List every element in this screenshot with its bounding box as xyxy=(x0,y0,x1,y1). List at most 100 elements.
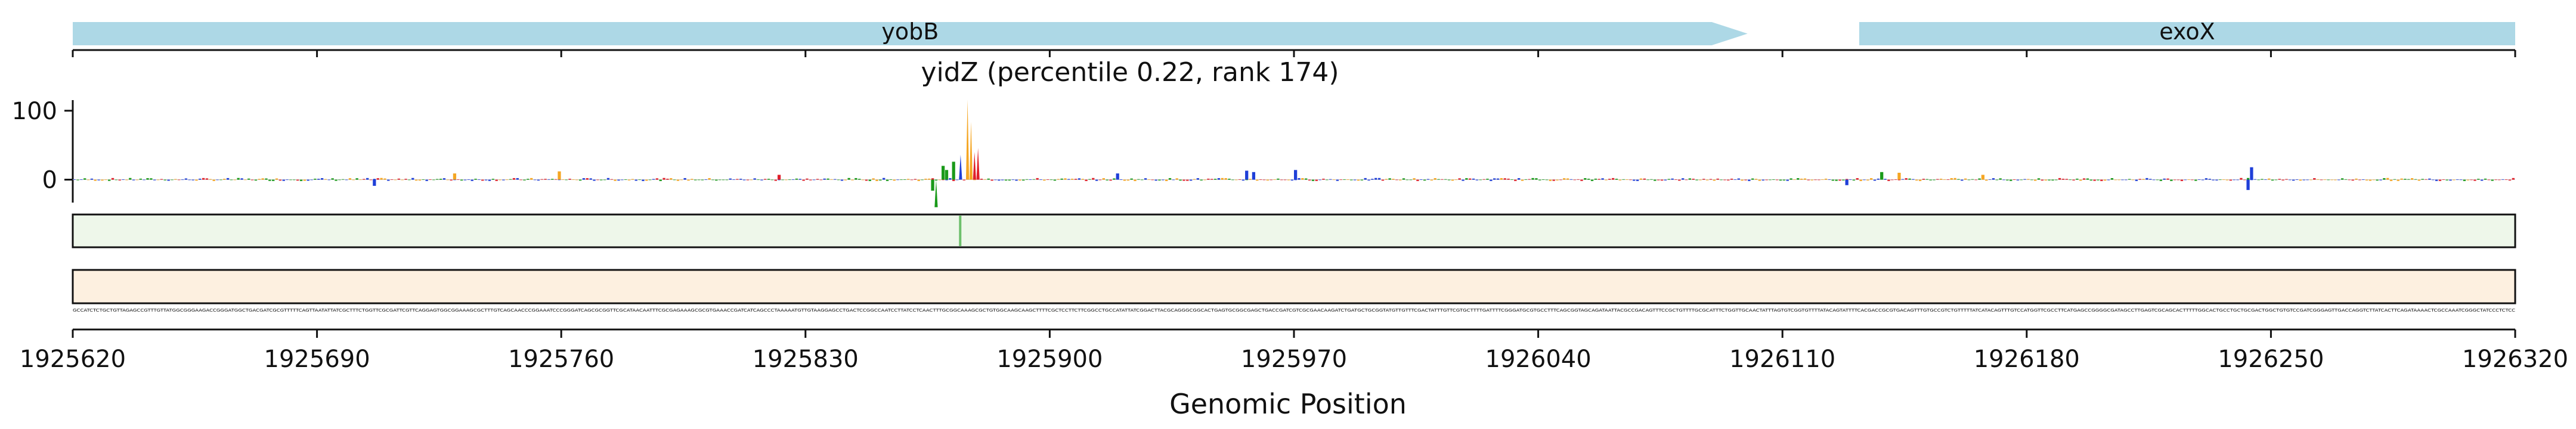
attribution-noise-bar xyxy=(2072,179,2075,181)
attribution-noise-bar xyxy=(795,178,798,180)
attribution-noise-bar xyxy=(324,179,327,180)
attribution-noise-bar xyxy=(1828,179,1831,180)
attribution-noise-bar xyxy=(1266,179,1270,181)
attribution-noise-bar xyxy=(1151,179,1154,181)
attribution-noise-bar xyxy=(1308,179,1311,181)
attribution-noise-bar xyxy=(1988,179,1992,180)
attribution-noise-bar xyxy=(1301,178,1304,180)
attribution-noise-bar xyxy=(694,179,697,181)
attribution-noise-bar xyxy=(1695,179,1698,181)
attribution-noise-bar xyxy=(2240,178,2243,180)
attribution-noise-bar xyxy=(983,179,987,180)
attribution-peak xyxy=(558,171,561,180)
attribution-noise-bar xyxy=(2491,179,2494,181)
attribution-noise-bar xyxy=(2037,178,2041,180)
attribution-noise-bar xyxy=(327,179,331,181)
attribution-noise-bar xyxy=(1374,178,1377,180)
attribution-noise-bar xyxy=(418,179,422,181)
attribution-noise-bar xyxy=(1196,178,1200,180)
attribution-noise-bar xyxy=(774,179,777,181)
attribution-noise-bar xyxy=(1877,178,1880,180)
attribution-noise-bar xyxy=(1179,179,1182,181)
attribution-noise-bar xyxy=(2016,179,2020,181)
attribution-noise-bar xyxy=(593,179,596,181)
attribution-noise-bar xyxy=(791,179,795,180)
attribution-noise-bar xyxy=(474,178,477,180)
attribution-noise-bar xyxy=(554,179,558,180)
attribution-noise-bar xyxy=(1053,179,1057,181)
attribution-noise-bar xyxy=(893,179,896,181)
attribution-noise-bar xyxy=(1322,178,1325,180)
attribution-noise-bar xyxy=(2504,179,2508,181)
attribution-noise-bar xyxy=(2100,179,2103,181)
attribution-noise-bar xyxy=(320,178,324,180)
attribution-noise-bar xyxy=(1162,179,1165,181)
attribution-noise-bar xyxy=(757,179,760,181)
attribution-noise-bar xyxy=(1769,179,1772,181)
attribution-noise-bar xyxy=(753,178,756,180)
attribution-noise-bar xyxy=(900,179,903,181)
attribution-noise-bar xyxy=(568,178,571,180)
attribution-noise-bar xyxy=(484,179,488,181)
attribution-noise-bar xyxy=(1705,179,1709,181)
attribution-noise-bar xyxy=(2048,179,2051,181)
attribution-noise-bar xyxy=(129,178,132,180)
attribution-noise-bar xyxy=(2425,179,2428,180)
attribution-noise-bar xyxy=(813,179,816,181)
attribution-noise-bar xyxy=(2302,179,2305,181)
attribution-noise-bar xyxy=(868,179,871,181)
attribution-noise-bar xyxy=(1517,178,1521,180)
attribution-noise-bar xyxy=(352,179,355,181)
attribution-noise-bar xyxy=(823,178,826,180)
attribution-noise-bar xyxy=(680,179,683,181)
attribution-noise-bar xyxy=(2480,179,2484,181)
attribution-noise-bar xyxy=(2163,178,2166,180)
attribution-noise-bar xyxy=(348,178,352,180)
attribution-noise-bar xyxy=(2383,178,2386,180)
attribution-noise-bar xyxy=(299,179,303,181)
attribution-noise-bar xyxy=(293,179,296,181)
attribution-noise-bar xyxy=(408,179,411,181)
signal-track-green xyxy=(72,213,2516,248)
attribution-noise-bar xyxy=(2459,179,2463,181)
attribution-noise-bar xyxy=(1608,179,1611,180)
attribution-noise-bar xyxy=(2274,179,2278,181)
attribution-noise-bar xyxy=(1043,179,1046,181)
attribution-noise-bar xyxy=(2389,179,2393,181)
attribution-noise-bar xyxy=(2061,178,2065,180)
gene-yobB[interactable] xyxy=(73,22,1748,45)
attribution-noise-bar xyxy=(394,179,397,181)
attribution-noise-bar xyxy=(1092,178,1095,180)
attribution-noise-bar xyxy=(1552,179,1555,181)
attribution-noise-bar xyxy=(1800,178,1803,180)
attribution-noise-bar xyxy=(883,178,886,180)
attribution-noise-bar xyxy=(572,179,575,180)
attribution-noise-bar xyxy=(638,179,641,181)
attribution-noise-bar xyxy=(244,179,247,181)
attribution-noise-bar xyxy=(523,179,526,181)
x-tick-label: 1925620 xyxy=(20,346,126,373)
attribution-y-ticks: 0 100 xyxy=(12,98,73,194)
attribution-noise-bar xyxy=(422,179,425,180)
attribution-noise-bar xyxy=(701,179,704,181)
attribution-noise-bar xyxy=(401,179,404,181)
attribution-noise-bar xyxy=(1126,179,1129,181)
attribution-noise-bar xyxy=(2170,179,2173,181)
attribution-noise-bar xyxy=(1569,179,1573,180)
attribution-noise-bar xyxy=(634,179,637,181)
attribution-noise-bar xyxy=(2400,178,2403,180)
attribution-noise-bar xyxy=(2082,178,2086,180)
attribution-noise-bar xyxy=(1025,179,1029,180)
attribution-noise-bar xyxy=(840,179,844,181)
gene-exoX[interactable] xyxy=(1859,22,2515,45)
attribution-noise-bar xyxy=(1503,178,1506,180)
attribution-noise-bar xyxy=(1775,179,1779,181)
attribution-noise-bar xyxy=(2417,179,2421,181)
attribution-noise-bar xyxy=(1852,179,1856,181)
attribution-noise-bar xyxy=(125,179,128,181)
attribution-peak xyxy=(2250,167,2253,180)
attribution-noise-bar xyxy=(2229,179,2233,181)
attribution-noise-bar xyxy=(1262,179,1266,181)
attribution-noise-bar xyxy=(184,178,188,180)
attribution-noise-bar xyxy=(481,179,484,181)
